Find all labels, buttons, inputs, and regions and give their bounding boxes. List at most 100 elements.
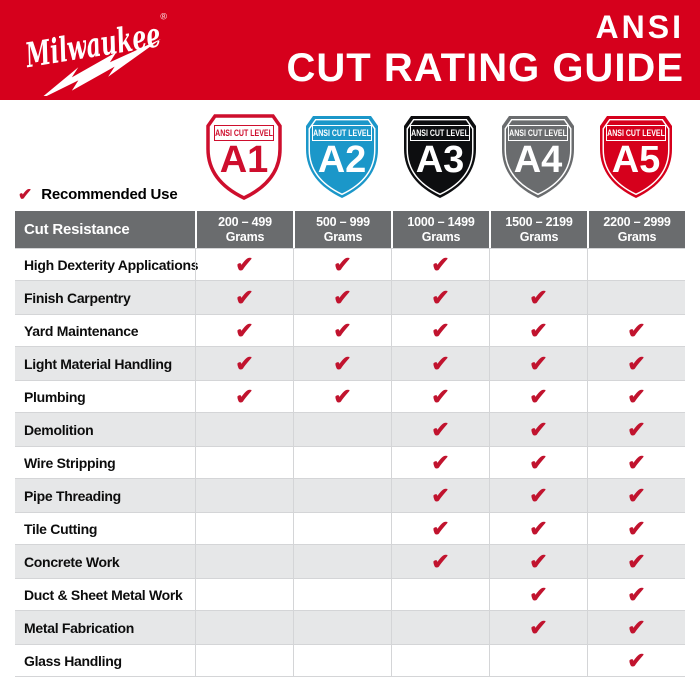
check-cell — [195, 513, 293, 544]
check-cell: ✔ — [391, 447, 489, 478]
check-icon: ✔ — [235, 317, 254, 343]
check-cell: ✔ — [293, 315, 391, 346]
ansi-cut-level-banner: ANSI CUT LEVEL — [606, 125, 666, 141]
gram-range-header: 1500 – 2199 Grams — [489, 211, 587, 248]
check-cell: ✔ — [195, 381, 293, 412]
check-icon: ✔ — [431, 350, 450, 376]
ansi-cut-level-banner: ANSI CUT LEVEL — [214, 125, 274, 141]
check-cell — [195, 545, 293, 578]
row-label: Duct & Sheet Metal Work — [24, 586, 183, 603]
row-label: Pipe Threading — [24, 487, 121, 504]
check-icon: ✔ — [627, 317, 646, 343]
check-cell: ✔ — [391, 249, 489, 280]
check-cell — [293, 413, 391, 446]
gram-range-value: 2200 – 2999 — [603, 214, 671, 229]
row-label: Finish Carpentry — [24, 289, 131, 306]
row-label-cell: Wire Stripping — [15, 447, 195, 478]
title-ansi: ANSI — [595, 9, 684, 45]
check-cell: ✔ — [489, 513, 587, 544]
check-cell: ✔ — [587, 315, 685, 346]
gram-range-unit: Grams — [617, 229, 657, 244]
gram-range-value: 1000 – 1499 — [407, 214, 475, 229]
table-row: Light Material Handling ✔ ✔ ✔ ✔ ✔ — [15, 347, 685, 380]
check-cell: ✔ — [195, 281, 293, 314]
check-icon: ✔ — [627, 383, 646, 409]
check-cell: ✔ — [587, 447, 685, 478]
table-body: High Dexterity Applications ✔ ✔ ✔ Finish C… — [15, 248, 685, 677]
check-cell: ✔ — [489, 579, 587, 610]
row-label: Yard Maintenance — [24, 322, 139, 339]
recommended-use-legend: ✔ Recommended Use — [18, 184, 178, 204]
check-icon: ✔ — [333, 317, 352, 343]
check-cell — [195, 447, 293, 478]
check-cell: ✔ — [587, 413, 685, 446]
check-cell: ✔ — [489, 347, 587, 380]
check-cell: ✔ — [587, 579, 685, 610]
check-cell — [293, 611, 391, 644]
page-title: ANSI CUT RATING GUIDE — [287, 11, 684, 88]
check-cell: ✔ — [391, 381, 489, 412]
check-cell: ✔ — [391, 315, 489, 346]
shield-shape-icon — [600, 116, 672, 198]
check-cell: ✔ — [489, 315, 587, 346]
gram-range-unit: Grams — [421, 229, 461, 244]
row-label-cell: Demolition — [15, 413, 195, 446]
check-icon: ✔ — [431, 482, 450, 508]
cut-level-text: A1 — [219, 139, 269, 181]
check-cell: ✔ — [489, 611, 587, 644]
check-cell — [293, 479, 391, 512]
check-icon: ✔ — [529, 317, 548, 343]
check-cell — [195, 479, 293, 512]
check-icon: ✔ — [529, 614, 548, 640]
check-cell — [195, 579, 293, 610]
masthead: Milwaukee ® ANSI CUT RATING GUIDE — [0, 0, 700, 100]
row-label: Tile Cutting — [24, 520, 98, 537]
row-label-cell: Glass Handling — [15, 645, 195, 676]
cut-resistance-header: Cut Resistance — [24, 221, 130, 238]
row-label-cell: High Dexterity Applications — [15, 249, 199, 280]
row-label: Plumbing — [24, 388, 86, 405]
ansi-cut-level-label: ANSI CUT LEVEL — [215, 128, 273, 138]
title-cut-rating-guide: CUT RATING GUIDE — [286, 46, 684, 90]
gram-range-unit: Grams — [225, 229, 265, 244]
check-icon: ✔ — [529, 383, 548, 409]
table-row: High Dexterity Applications ✔ ✔ ✔ — [15, 248, 685, 281]
check-icon: ✔ — [529, 350, 548, 376]
ansi-cut-level-label: ANSI CUT LEVEL — [509, 128, 567, 138]
check-cell: ✔ — [587, 347, 685, 380]
check-icon: ✔ — [627, 350, 646, 376]
shield-a3: ANSI CUT LEVEL A3 — [395, 113, 485, 201]
check-cell: ✔ — [587, 513, 685, 544]
gram-range-value: 1500 – 2199 — [505, 214, 573, 229]
row-label-cell: Metal Fabrication — [15, 611, 195, 644]
check-icon: ✔ — [333, 383, 352, 409]
check-cell — [293, 579, 391, 610]
gram-range-header: 500 – 999 Grams — [293, 211, 391, 248]
check-cell: ✔ — [489, 545, 587, 578]
check-cell: ✔ — [587, 611, 685, 644]
check-cell: ✔ — [195, 315, 293, 346]
gram-range-header: 200 – 499 Grams — [195, 211, 293, 248]
ansi-cut-level-banner: ANSI CUT LEVEL — [312, 125, 372, 141]
row-label: Wire Stripping — [24, 454, 116, 471]
shield-shape-icon — [404, 116, 476, 198]
row-label-cell: Pipe Threading — [15, 479, 195, 512]
table-row: Duct & Sheet Metal Work ✔ ✔ — [15, 578, 685, 611]
cut-level-text: A3 — [415, 139, 465, 181]
row-label: High Dexterity Applications — [24, 256, 199, 273]
check-cell: ✔ — [489, 479, 587, 512]
check-icon: ✔ — [235, 284, 254, 310]
check-icon: ✔ — [529, 284, 548, 310]
shield-a5: ANSI CUT LEVEL A5 — [591, 113, 681, 201]
check-icon: ✔ — [627, 548, 646, 574]
check-cell: ✔ — [391, 545, 489, 578]
check-cell: ✔ — [489, 381, 587, 412]
check-cell: ✔ — [293, 347, 391, 380]
check-icon: ✔ — [529, 449, 548, 475]
row-label-cell: Light Material Handling — [15, 347, 195, 380]
gram-range-unit: Grams — [323, 229, 363, 244]
check-icon: ✔ — [431, 515, 450, 541]
check-icon: ✔ — [18, 184, 33, 204]
check-icon: ✔ — [529, 548, 548, 574]
table-header-row: Cut Resistance 200 – 499 Grams 500 – 999… — [15, 211, 685, 248]
